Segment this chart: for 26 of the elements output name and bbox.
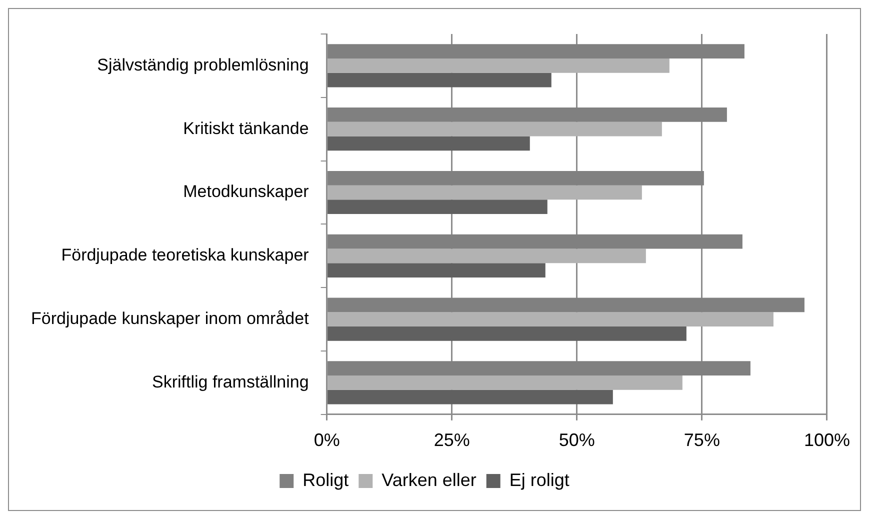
y-tick-label: Självständig problemlösning xyxy=(97,55,309,74)
legend-label: Varken eller xyxy=(382,470,476,490)
y-tick-label: Kritiskt tänkande xyxy=(183,118,309,138)
bar xyxy=(328,185,642,200)
y-tick-label: Fördjupade kunskaper inom området xyxy=(30,308,310,328)
bar xyxy=(328,200,548,214)
bar xyxy=(328,326,686,341)
bar xyxy=(328,58,670,73)
x-tick-label: 50% xyxy=(558,430,595,450)
y-tick-label: Metodkunskaper xyxy=(183,182,310,202)
bar xyxy=(328,122,662,136)
x-tick-label: 0% xyxy=(314,430,340,450)
x-tick-label: 100% xyxy=(804,430,850,450)
bar xyxy=(328,390,613,404)
y-tick-label: Skriftlig framställning xyxy=(152,372,309,392)
bar xyxy=(328,72,552,88)
bar xyxy=(328,136,530,151)
y-tick-label: Fördjupade teoretiska kunskaper xyxy=(61,246,310,265)
bar xyxy=(328,248,646,264)
bar xyxy=(328,376,682,390)
bar xyxy=(328,312,774,326)
legend-label: Roligt xyxy=(302,470,349,490)
bar xyxy=(328,263,546,278)
x-tick-label: 25% xyxy=(434,430,470,450)
legend-label: Ej roligt xyxy=(509,470,570,490)
x-tick-label: 75% xyxy=(684,430,720,450)
